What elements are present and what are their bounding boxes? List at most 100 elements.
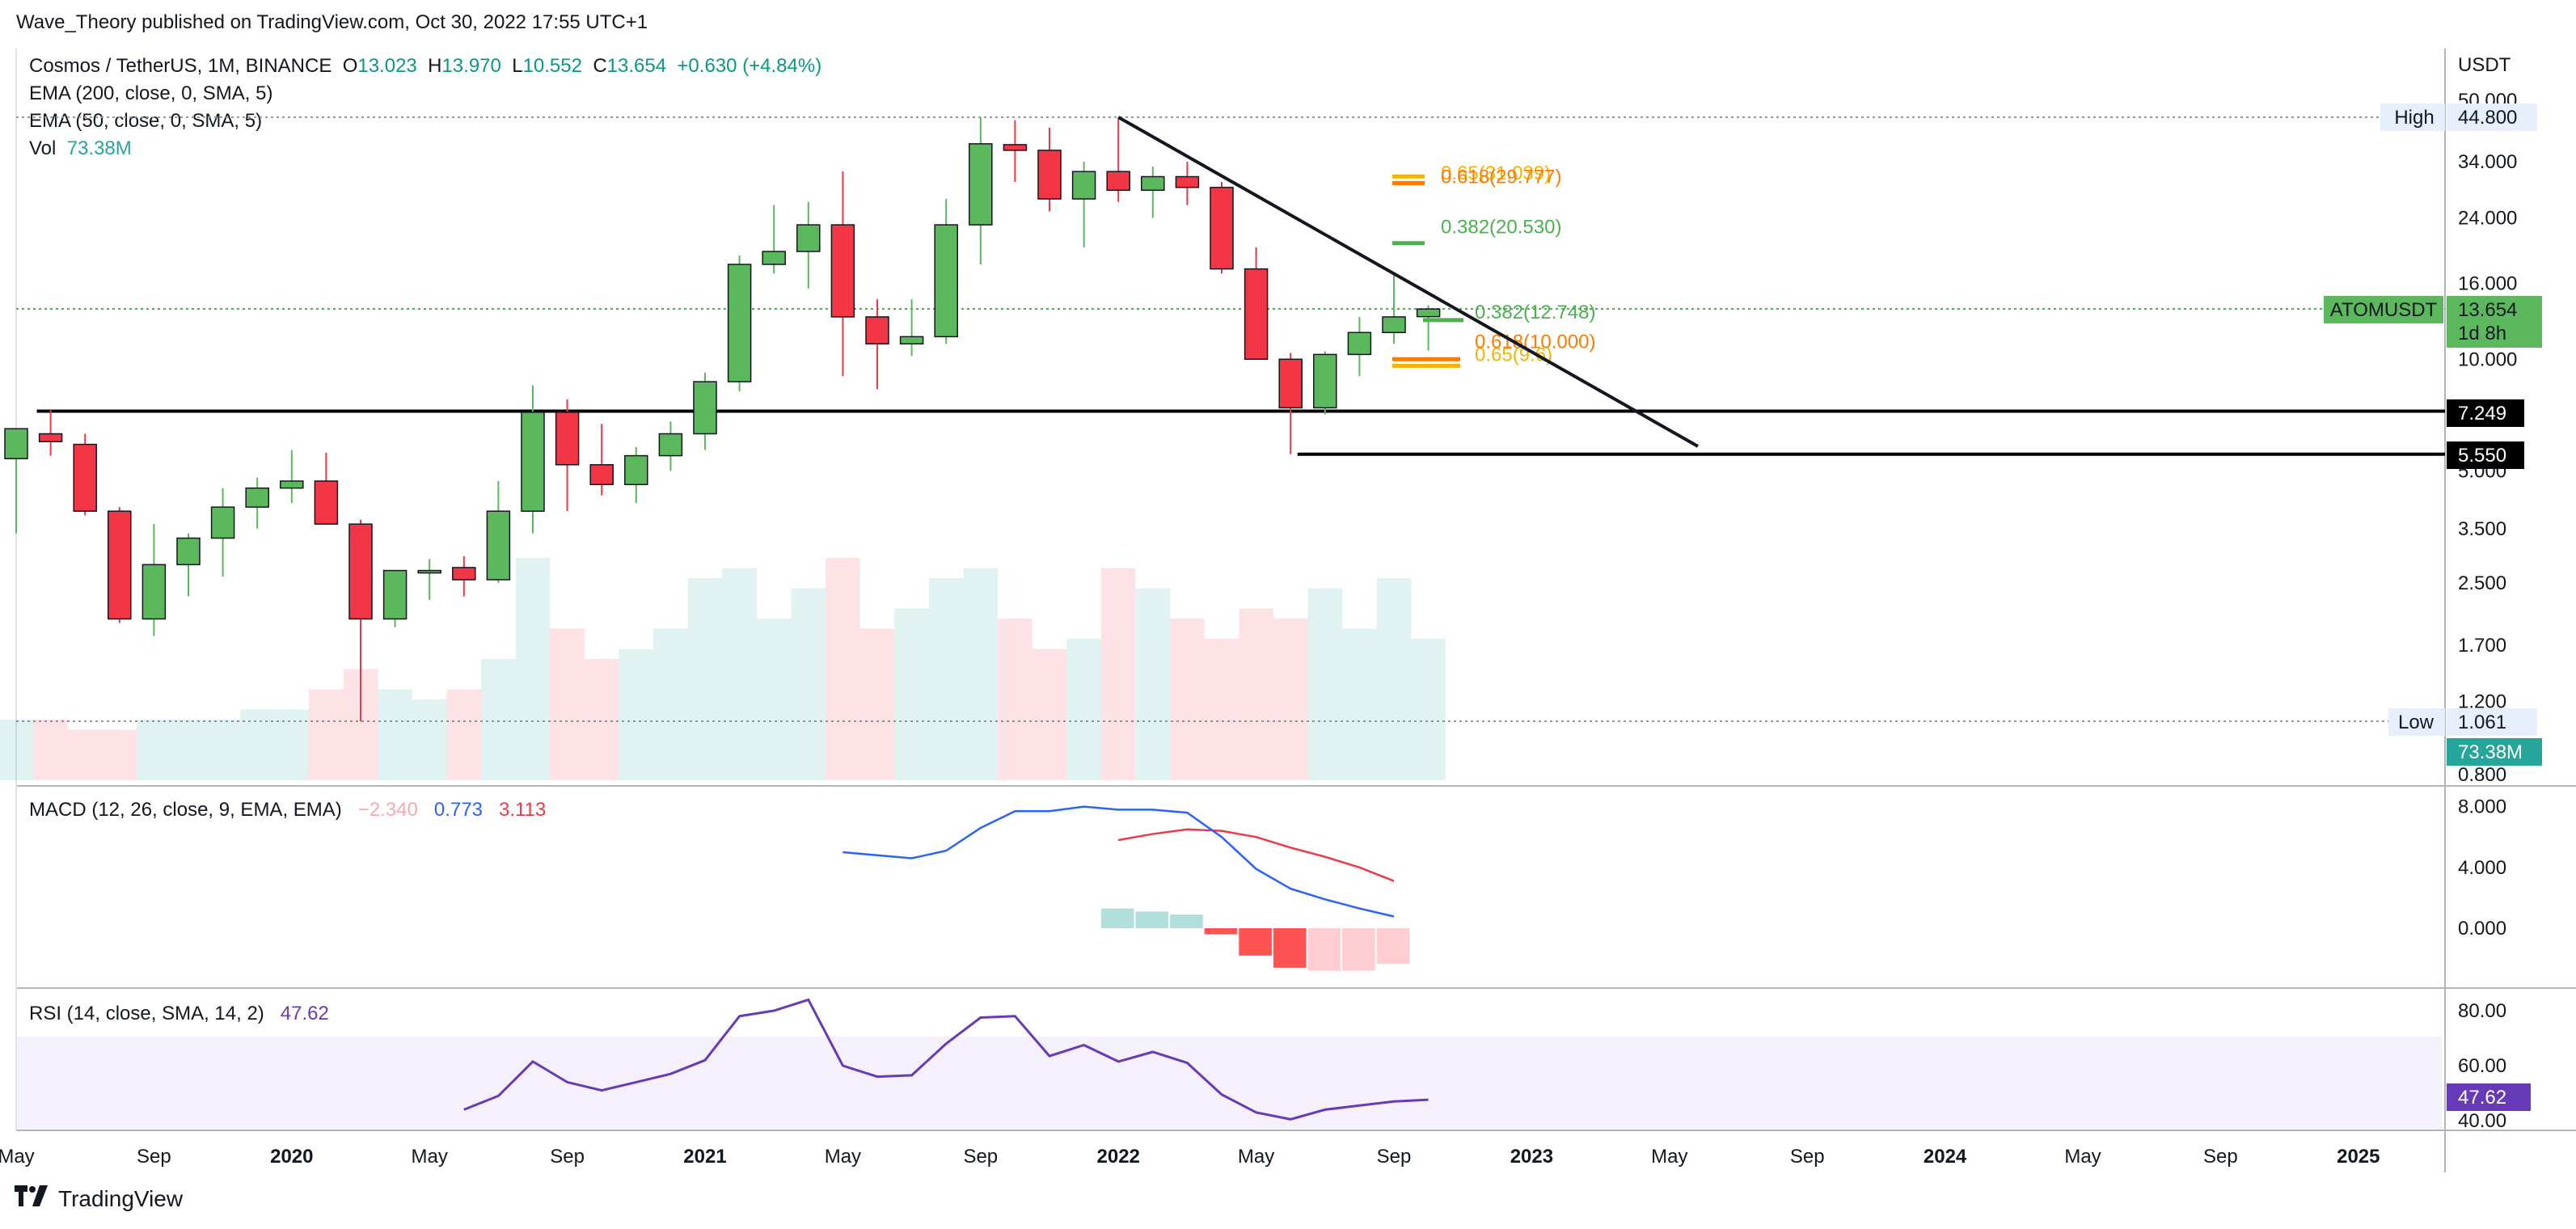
fib-level-label: 0.618(10.000) [1475, 331, 1595, 353]
low-value-tag: 1.061 [2458, 712, 2506, 733]
volume-bar [239, 709, 275, 780]
level-1-tag: 7.249 [2458, 403, 2506, 424]
macd-tick-label: 4.000 [2458, 857, 2506, 879]
open-label: O [342, 55, 358, 77]
candle-body [382, 569, 408, 620]
ema50-legend: EMA (50, close, 0, SMA, 5) [29, 110, 263, 132]
volume-bar [1170, 619, 1205, 780]
time-label: 2025 [2337, 1146, 2380, 1168]
volume-series [0, 558, 1446, 780]
volume-bar [274, 709, 310, 780]
candle-body [1347, 332, 1372, 356]
time-label: 2021 [683, 1146, 726, 1168]
last-price-tag: 13.654 [2458, 299, 2517, 321]
macd-signal-line [1117, 828, 1395, 882]
macd-axis-ticks: 8.000 4.000 0.000 [2458, 796, 2506, 940]
time-label: May [0, 1146, 35, 1168]
macd-hist-bar [1204, 928, 1238, 935]
candle-body [969, 143, 993, 226]
time-label: Sep [963, 1146, 998, 1168]
macd-signal-value: 3.113 [498, 799, 547, 821]
candle-body [314, 480, 339, 525]
candle-series [4, 117, 1441, 722]
low-marker-label: Low [2398, 712, 2435, 733]
volume-bar [309, 689, 344, 780]
volume-bar [584, 659, 619, 780]
candle-body [280, 480, 304, 489]
descending-trendline[interactable] [1117, 116, 1699, 448]
price-axis-unit: USDT [2458, 54, 2511, 76]
change-value: +0.630 (+4.84%) [677, 55, 822, 77]
volume-bar [1376, 578, 1412, 780]
rsi-legend: RSI (14, close, SMA, 14, 2) 47.62 [29, 1003, 329, 1025]
candle-body [934, 224, 958, 338]
fib-levels: 0.65(31.039)0.618(29.777) 0.382(20.530) 0.… [1392, 163, 1595, 368]
volume-bar [171, 720, 206, 780]
time-label: 2020 [270, 1146, 313, 1168]
time-label: Sep [1377, 1146, 1412, 1168]
rsi-tick-label: 40.00 [2458, 1110, 2506, 1132]
time-label: May [1238, 1146, 1274, 1168]
rsi-label: RSI (14, close, SMA, 14, 2) [29, 1003, 264, 1024]
rsi-band [16, 1037, 849, 1130]
macd-legend: MACD (12, 26, close, 9, EMA, EMA) −2.340… [29, 799, 546, 821]
level-1-bg [2447, 399, 2524, 427]
volume-bar [791, 588, 826, 780]
horizontal-levels [36, 409, 2445, 456]
volume-bar [1273, 619, 1308, 780]
candle-body [210, 506, 235, 539]
macd-hist-bar [1100, 908, 1134, 928]
candle-body [1244, 268, 1269, 361]
price-tick-label: 34.000 [2458, 151, 2517, 173]
volume-bar [722, 568, 757, 780]
volume-bar [1204, 639, 1239, 780]
volume-bar [619, 648, 654, 780]
rsi-value-tag: 47.62 [2458, 1087, 2506, 1109]
volume-bar [826, 558, 860, 780]
volume-tag-bg [2447, 738, 2542, 766]
fib-level-label: 0.382(20.530) [1441, 217, 1561, 239]
open-value: 13.023 [357, 55, 417, 77]
rsi-value: 47.62 [280, 1003, 329, 1024]
volume-bar [1239, 608, 1273, 780]
candle-body [796, 224, 821, 252]
volume-bar [412, 699, 447, 780]
price-tick-label: 2.500 [2458, 572, 2506, 594]
rsi-series [463, 998, 1429, 1121]
candle-body [865, 316, 889, 345]
volume-bar [515, 558, 551, 780]
price-tick-label: 0.800 [2458, 764, 2506, 786]
close-value: 13.654 [606, 55, 667, 77]
volume-bar [1135, 588, 1171, 780]
candle-body [417, 569, 441, 574]
level-2-tag: 5.550 [2458, 445, 2506, 467]
volume-bar [998, 619, 1033, 780]
candle-body [658, 433, 683, 457]
candle-body [486, 510, 511, 581]
macd-hist-bar [1170, 914, 1203, 928]
price-tick-label: 24.000 [2458, 208, 2517, 230]
candle-body [521, 412, 545, 512]
candle-body [1382, 316, 1406, 334]
volume-bar [0, 720, 34, 780]
brand-footer: TradingView [15, 1185, 183, 1212]
time-label: 2023 [1510, 1146, 1553, 1168]
candle-body [555, 412, 580, 466]
volume-bar [481, 659, 516, 780]
macd-tick-label: 8.000 [2458, 796, 2506, 818]
candle-body [762, 251, 786, 265]
high-label: H [428, 55, 442, 77]
candle-body [38, 433, 63, 442]
volume-bar [687, 578, 723, 780]
symbol-legend: Cosmos / TetherUS, 1M, BINANCE O13.023 H… [29, 55, 821, 78]
candle-body [141, 564, 167, 620]
candle-body [73, 443, 97, 512]
macd-hist-bar [1342, 928, 1375, 971]
volume-bar [928, 578, 964, 780]
brand-name: TradingView [58, 1185, 184, 1211]
symbol-name: Cosmos / TetherUS, 1M, BINANCE [29, 55, 332, 77]
low-label: L [512, 55, 523, 77]
rsi-band-right [849, 1037, 2442, 1130]
volume-bar [33, 720, 68, 780]
